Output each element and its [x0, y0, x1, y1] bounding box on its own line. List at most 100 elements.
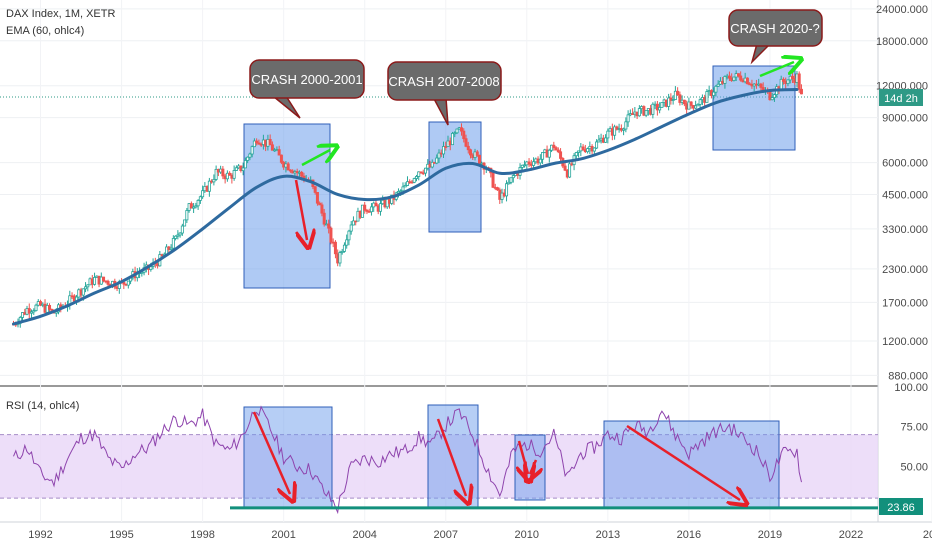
candle-body[interactable] — [574, 152, 578, 157]
candle-body[interactable] — [84, 286, 88, 290]
annotations[interactable] — [252, 62, 794, 500]
candle-body[interactable] — [169, 247, 173, 250]
candle-body[interactable] — [214, 168, 218, 180]
candle-body[interactable] — [739, 75, 743, 81]
candle-body[interactable] — [268, 138, 272, 146]
candle-body[interactable] — [786, 79, 790, 85]
candle-body[interactable] — [185, 210, 189, 221]
candle-body[interactable] — [554, 147, 558, 151]
candle-body[interactable] — [586, 148, 590, 153]
candle-body[interactable] — [797, 73, 801, 90]
candle-body[interactable] — [246, 156, 250, 161]
candle-body[interactable] — [374, 202, 378, 207]
candle-body[interactable] — [192, 206, 196, 209]
candle-body[interactable] — [736, 73, 740, 77]
candle-body[interactable] — [313, 186, 317, 193]
candle-body[interactable] — [279, 154, 283, 163]
candle-body[interactable] — [475, 151, 479, 156]
candle-body[interactable] — [444, 146, 448, 148]
candle-body[interactable] — [21, 312, 25, 318]
candle-body[interactable] — [399, 190, 403, 193]
candle-body[interactable] — [563, 165, 567, 171]
candle-body[interactable] — [606, 130, 610, 139]
highlight-box[interactable] — [603, 420, 780, 508]
candle-body[interactable] — [509, 177, 513, 183]
candle-body[interactable] — [122, 281, 126, 285]
candle-body[interactable] — [349, 224, 353, 232]
candle-body[interactable] — [682, 99, 686, 105]
candle-body[interactable] — [496, 187, 500, 191]
candle-body[interactable] — [595, 141, 599, 149]
candle-body[interactable] — [126, 280, 130, 286]
candle-body[interactable] — [86, 284, 90, 288]
candle-body[interactable] — [538, 158, 542, 164]
candle-body[interactable] — [442, 146, 446, 155]
candle-body[interactable] — [234, 167, 238, 171]
green-arrow[interactable] — [301, 150, 330, 167]
candle-body[interactable] — [759, 83, 763, 88]
candle-body[interactable] — [288, 169, 292, 172]
candle-body[interactable] — [577, 150, 581, 153]
candle-body[interactable] — [93, 277, 97, 285]
candle-body[interactable] — [430, 161, 434, 168]
candle-body[interactable] — [252, 140, 256, 148]
candle-body[interactable] — [732, 76, 736, 81]
candle-body[interactable] — [644, 110, 648, 116]
candle-body[interactable] — [419, 171, 423, 174]
candle-body[interactable] — [667, 97, 671, 107]
candle-body[interactable] — [180, 225, 184, 234]
candle-body[interactable] — [556, 149, 560, 153]
candle-body[interactable] — [34, 304, 38, 311]
callout-crash-2000[interactable]: CRASH 2000-2001 — [249, 59, 365, 119]
highlight-box[interactable] — [243, 123, 331, 289]
candle-body[interactable] — [673, 90, 677, 100]
candle-body[interactable] — [505, 183, 509, 197]
candle-body[interactable] — [228, 172, 232, 176]
candle-body[interactable] — [552, 144, 556, 149]
candle-body[interactable] — [363, 204, 367, 211]
candle-body[interactable] — [255, 140, 259, 144]
candle-body[interactable] — [176, 234, 180, 237]
candle-body[interactable] — [437, 152, 441, 159]
candle-body[interactable] — [174, 235, 178, 239]
candle-body[interactable] — [201, 190, 205, 198]
candle-body[interactable] — [318, 202, 322, 206]
candle-body[interactable] — [178, 232, 182, 236]
candle-body[interactable] — [241, 167, 245, 171]
candle-body[interactable] — [403, 185, 407, 188]
candle-body[interactable] — [401, 186, 405, 192]
candle-body[interactable] — [286, 163, 290, 171]
candle-body[interactable] — [250, 146, 254, 155]
candle-body[interactable] — [694, 105, 698, 109]
candle-body[interactable] — [478, 154, 482, 165]
candle-body[interactable] — [491, 172, 495, 188]
candle-body[interactable] — [541, 152, 545, 160]
candle-body[interactable] — [790, 75, 794, 79]
candle-body[interactable] — [772, 94, 776, 98]
highlight-box[interactable] — [428, 121, 482, 233]
candle-body[interactable] — [369, 206, 373, 213]
candle-body[interactable] — [81, 288, 85, 296]
candle-body[interactable] — [624, 121, 628, 130]
candle-body[interactable] — [698, 99, 702, 105]
candle-body[interactable] — [469, 149, 473, 156]
candle-body[interactable] — [212, 178, 216, 183]
candle-body[interactable] — [27, 308, 31, 314]
candle-body[interactable] — [327, 223, 331, 229]
candle-body[interactable] — [527, 161, 531, 165]
candle-body[interactable] — [405, 181, 409, 186]
candle-body[interactable] — [781, 78, 785, 82]
candle-body[interactable] — [340, 250, 344, 253]
candle-body[interactable] — [615, 126, 619, 130]
candle-body[interactable] — [315, 192, 319, 204]
candle-body[interactable] — [257, 142, 261, 145]
candle-body[interactable] — [770, 97, 774, 101]
candle-body[interactable] — [198, 196, 202, 201]
candle-body[interactable] — [333, 241, 337, 255]
candle-body[interactable] — [622, 128, 626, 131]
callout-crash-2007[interactable]: CRASH 2007-2008 — [387, 61, 502, 126]
candle-body[interactable] — [451, 132, 455, 146]
candle-body[interactable] — [716, 83, 720, 87]
candle-body[interactable] — [676, 90, 680, 96]
candle-body[interactable] — [581, 146, 585, 151]
